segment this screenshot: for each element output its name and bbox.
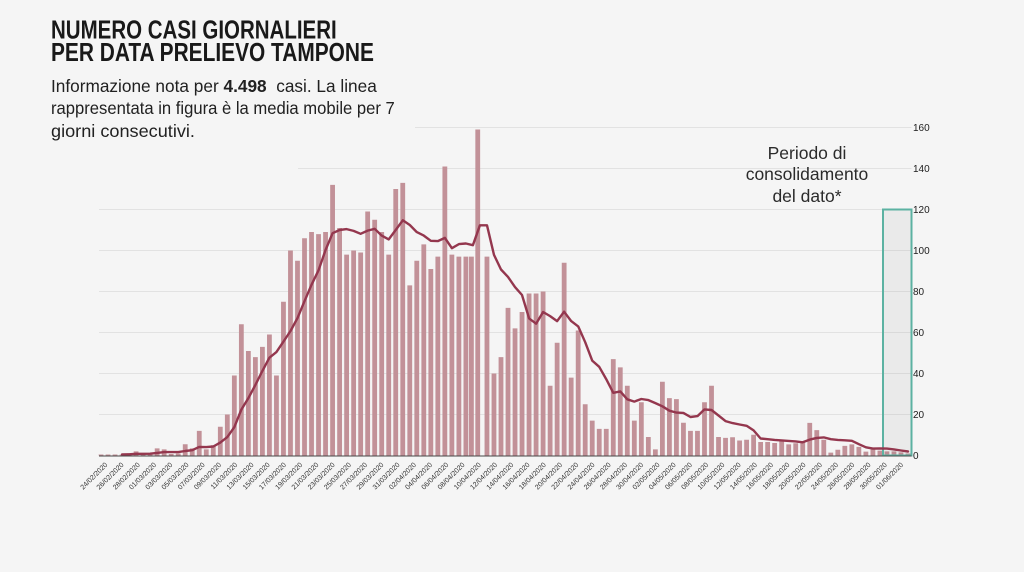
svg-text:140: 140 [913,164,930,175]
svg-text:160: 160 [913,123,930,134]
svg-text:120: 120 [913,205,930,216]
svg-text:20: 20 [913,410,925,421]
svg-text:0: 0 [913,451,919,462]
svg-text:60: 60 [913,328,925,339]
svg-text:100: 100 [913,246,930,257]
svg-text:80: 80 [913,287,925,298]
svg-text:40: 40 [913,369,925,380]
svg-text:PER DATA PRELIEVO TAMPONE: PER DATA PRELIEVO TAMPONE [51,37,374,67]
svg-text:NUMERO CASI GIORNALIERI: NUMERO CASI GIORNALIERI [51,14,337,44]
